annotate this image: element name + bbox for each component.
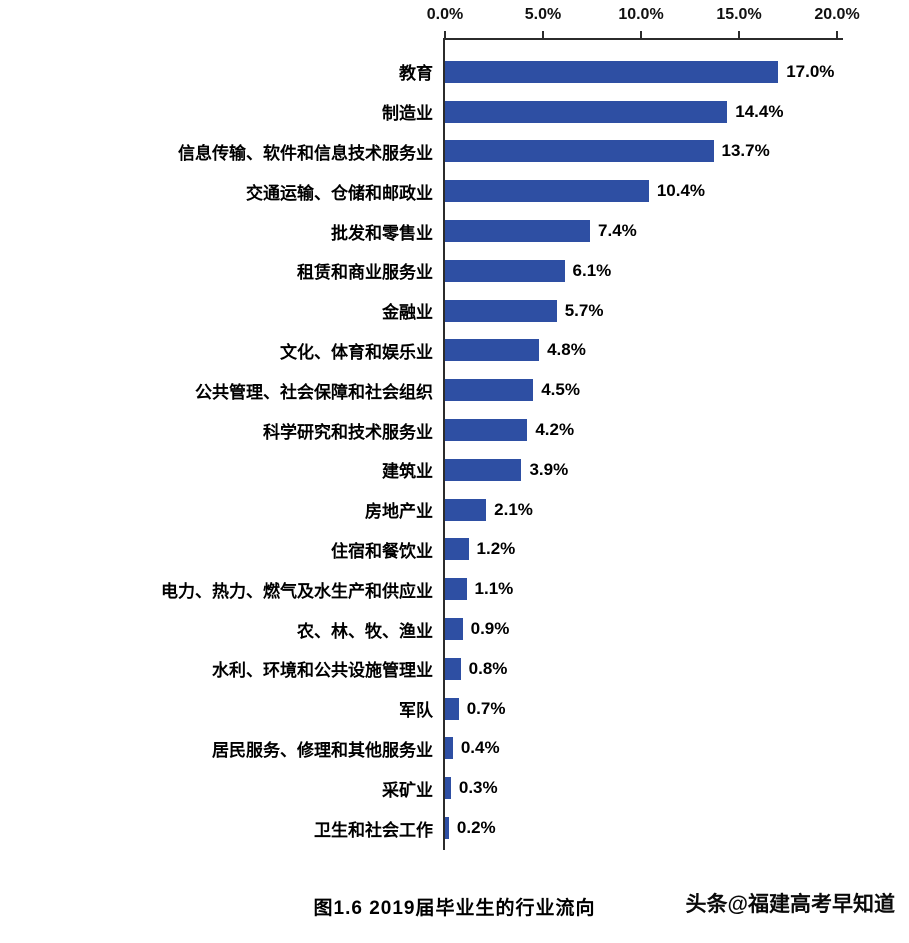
bar [445,657,461,680]
chart-row: 水利、环境和公共设施管理业 0.8% [0,649,909,689]
chart-row: 建筑业 3.9% [0,450,909,490]
value-label: 0.2% [456,818,496,838]
bar [445,737,453,760]
chart-row: 卫生和社会工作 0.2% [0,808,909,848]
category-label: 建筑业 [382,462,433,482]
bar [445,697,459,720]
chart-row: 交通运输、仓储和邮政业 10.4% [0,171,909,211]
bar [445,618,463,641]
chart-caption: 图1.6 2019届毕业生的行业流向 [313,898,596,919]
value-label: 0.4% [460,738,500,758]
value-label: 0.7% [466,698,506,718]
x-axis-tick-mark [836,31,838,39]
bar [445,379,534,402]
value-label: 6.1% [572,260,612,280]
x-axis-tick-mark [640,31,642,39]
category-label: 卫生和社会工作 [314,820,433,840]
chart-row: 住宿和餐饮业 1.2% [0,530,909,570]
category-label: 金融业 [382,303,433,323]
bar [445,259,565,282]
bar [445,180,649,203]
chart-row: 批发和零售业 7.4% [0,211,909,251]
value-label: 7.4% [598,221,637,241]
chart-row: 军队 0.7% [0,689,909,729]
category-label: 制造业 [382,104,433,124]
chart-row: 制造业 14.4% [0,92,909,132]
chart-row: 金融业 5.7% [0,291,909,331]
category-label: 文化、体育和娱乐业 [280,342,433,362]
category-label: 租赁和商业服务业 [297,263,433,283]
category-label: 科学研究和技术服务业 [263,422,433,442]
x-axis-tick-mark [542,31,544,39]
value-label: 4.8% [547,340,586,360]
bar [445,538,469,561]
value-label: 0.8% [468,658,508,678]
chart-row: 公共管理、社会保障和社会组织 4.5% [0,370,909,410]
chart-row: 租赁和商业服务业 6.1% [0,251,909,291]
bar [445,339,540,362]
value-label: 10.4% [656,181,706,201]
value-label: 0.9% [470,619,510,639]
plot-area: 0.0% 5.0% 10.0% 15.0% 20.0% [427,6,860,850]
category-label: 信息传输、软件和信息技术服务业 [178,143,433,163]
bar [445,458,522,481]
value-label: 17.0% [786,61,835,81]
category-label: 公共管理、社会保障和社会组织 [195,382,433,402]
category-label: 住宿和餐饮业 [331,541,433,561]
category-label: 居民服务、修理和其他服务业 [212,740,433,760]
chart-row: 居民服务、修理和其他服务业 0.4% [0,729,909,769]
chart-row: 科学研究和技术服务业 4.2% [0,410,909,450]
category-label: 农、林、牧、渔业 [297,621,433,641]
bar [445,777,451,800]
x-axis-tick-label: 20.0% [814,6,860,23]
category-label: 房地产业 [365,502,433,522]
category-label: 采矿业 [382,780,433,800]
bar [445,498,487,521]
chart-row: 电力、热力、燃气及水生产和供应业 1.1% [0,569,909,609]
value-label: 4.2% [535,420,575,440]
category-label: 交通运输、仓储和邮政业 [246,183,433,203]
value-label: 4.5% [541,380,580,400]
bar [445,60,779,83]
x-axis-tick-mark [444,31,446,39]
category-label: 电力、热力、燃气及水生产和供应业 [161,581,433,601]
x-axis-tick-label: 0.0% [426,6,464,23]
x-axis-tick-label: 15.0% [716,6,762,23]
value-label: 0.3% [458,778,498,798]
value-label: 1.1% [474,579,514,599]
chart-row: 信息传输、软件和信息技术服务业 13.7% [0,132,909,172]
bar [445,140,714,163]
bar [445,299,557,322]
value-label: 2.1% [494,499,533,519]
x-axis-tick-mark [738,31,740,39]
bar [445,578,467,601]
watermark: 头条@福建高考早知道 [685,893,895,916]
bar [445,220,591,243]
bar [445,817,449,840]
value-label: 3.9% [529,459,569,479]
value-label: 1.2% [476,539,516,559]
value-label: 13.7% [721,141,770,161]
x-axis-tick-label: 10.0% [618,6,664,23]
chart-row: 教育 17.0% [0,52,909,92]
chart-row: 采矿业 0.3% [0,768,909,808]
chart-row: 房地产业 2.1% [0,490,909,530]
category-label: 教育 [399,64,433,84]
chart-row: 文化、体育和娱乐业 4.8% [0,331,909,371]
chart-row: 农、林、牧、渔业 0.9% [0,609,909,649]
value-label: 14.4% [735,101,784,121]
rows: 教育 17.0% 制造业 14.4% 信息传输、软件和信息技术服务业 13.7% 交通运输、… [0,52,909,848]
category-label: 军队 [399,701,433,721]
x-axis-tick-label: 5.0% [524,6,562,23]
category-label: 批发和零售业 [331,223,433,243]
category-label: 水利、环境和公共设施管理业 [212,661,433,681]
value-label: 5.7% [564,300,604,320]
bar [445,100,728,123]
bar [445,419,528,442]
